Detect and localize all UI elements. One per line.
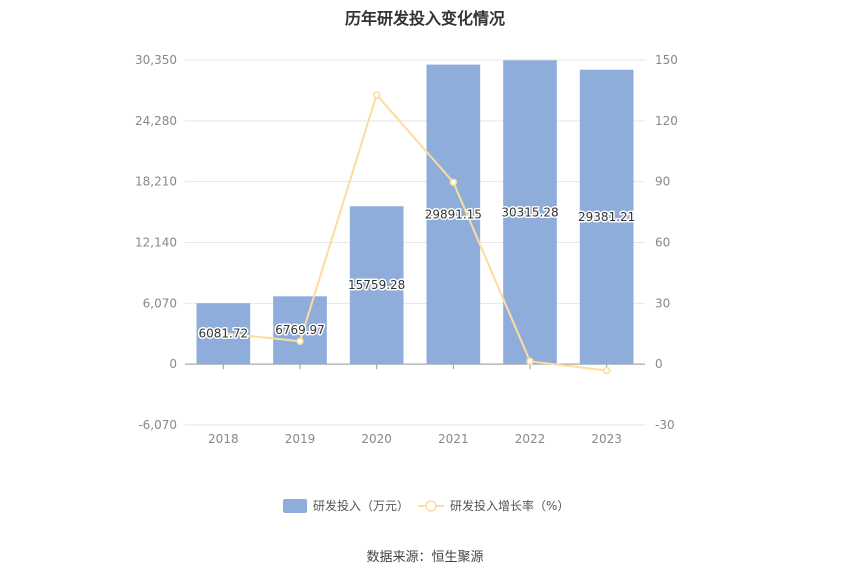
x-axis-tick-label: 2019 [285,432,316,446]
bar-data-label: 29381.21 [578,210,635,224]
chart-title: 历年研发投入变化情况 [344,9,505,28]
right-axis-tick-label: 60 [655,236,670,250]
growth-rate-point [219,329,228,337]
right-axis-tick-label: 30 [655,296,670,310]
bar [426,64,481,365]
growth-rate-point [526,357,534,366]
bar [273,296,327,365]
right-axis-tick-label: 120 [655,114,678,128]
x-axis-tick-label: 2021 [438,432,469,446]
x-axis-tick-label: 2022 [515,432,546,446]
legend-swatch-bar [283,499,307,513]
growth-rate-line [223,92,607,372]
left-axis-tick-label: 6,070 [143,296,177,310]
left-axis-tick-label: 12,140 [135,236,177,250]
combo-chart: -6,070 0 6,070 12,140 18,210 24,280 30,350 -30 0… [135,53,678,513]
growth-rate-point [372,91,381,99]
growth-rate-point [602,366,611,375]
bar-data-label: 6081.72 [199,327,249,341]
right-axis-tick-label: 90 [655,175,670,189]
right-axis-tick-label: 0 [655,357,663,371]
right-axis-tick-label: -30 [655,418,675,432]
bar-data-label: 15759.28 [348,278,405,292]
left-axis-tick-label: 0 [169,357,177,371]
growth-rate-point [296,337,304,346]
left-axis-tick-label: 24,280 [135,114,177,128]
x-axis-tick-label: 2020 [361,432,392,446]
x-axis-tick-label: 2023 [591,432,622,446]
bar [579,69,634,365]
left-axis-tick-label: -6,070 [138,418,177,432]
bar [349,206,404,365]
right-axis-tick-label: 150 [655,53,678,67]
left-axis-tick-label: 30,350 [135,53,177,67]
left-axis-tick-label: 18,210 [135,175,177,189]
bar [503,60,557,365]
bar-data-label: 30315.28 [501,205,558,219]
legend-label-bar: 研发投入（万元） [313,498,409,513]
legend-swatch-marker [425,500,437,512]
bar-data-label: 6769.97 [275,323,325,337]
bar-data-label: 29891.15 [425,207,482,221]
x-axis-tick-label: 2018 [208,432,239,446]
growth-rate-point [449,178,458,187]
legend-label-line: 研发投入增长率（%） [450,498,569,513]
data-source: 数据来源：恒生聚源 [366,550,484,565]
